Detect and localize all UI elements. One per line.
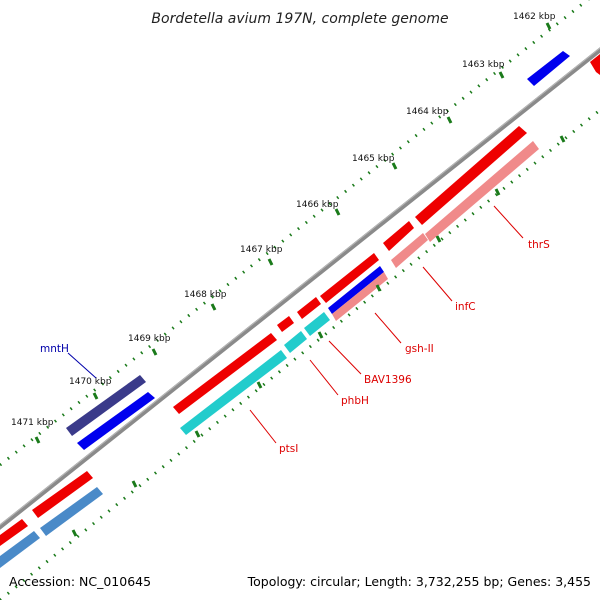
gene-lower-feature-2 bbox=[0, 531, 40, 568]
major-ticks-inner bbox=[71, 135, 566, 537]
gene-ptsI-feature bbox=[180, 350, 287, 435]
bav1396-connector bbox=[328, 340, 362, 375]
tick-ring-inner bbox=[0, 108, 600, 600]
gene-label-gsh-II: gsh-II bbox=[405, 343, 434, 355]
accession-text: Accession: NC_010645 bbox=[9, 574, 151, 589]
tick-label-1466: 1466 kbp bbox=[296, 200, 339, 210]
gene-infC-feature bbox=[391, 233, 428, 268]
gene-mntH-cds bbox=[77, 392, 155, 450]
ptsI-connector bbox=[249, 409, 277, 444]
tick-label-1469: 1469 kbp bbox=[128, 334, 171, 344]
major-ticks-outer bbox=[34, 22, 552, 444]
gene-lower-cds-1 bbox=[32, 471, 93, 518]
gene-label-phbH: phbH bbox=[341, 395, 369, 407]
tick-label-1467: 1467 kbp bbox=[240, 245, 283, 255]
gene-ptsI-cds bbox=[173, 333, 277, 414]
gene-gsh-feature bbox=[332, 272, 388, 321]
gene-label-ptsI: ptsI bbox=[279, 443, 298, 455]
gene-label-BAV1396: BAV1396 bbox=[364, 374, 412, 386]
gene-phbH-feature bbox=[284, 331, 307, 353]
tick-label-1463: 1463 kbp bbox=[462, 60, 505, 70]
tick-label-1465: 1465 kbp bbox=[352, 154, 395, 164]
infC-connector bbox=[422, 266, 453, 302]
gene-label-thrS: thrS bbox=[528, 239, 550, 251]
reverse-cds-row bbox=[0, 126, 527, 546]
gene-label-infC: infC bbox=[455, 301, 476, 313]
label-connectors bbox=[67, 205, 524, 444]
thrS-connector bbox=[493, 205, 524, 239]
gene-cds-top-right-edge bbox=[590, 54, 600, 75]
tick-label-1471: 1471 kbp bbox=[11, 418, 54, 428]
gene-gsh-feature-blue bbox=[328, 266, 384, 314]
forward-features bbox=[66, 51, 600, 450]
gene-lower-cds-2 bbox=[0, 519, 28, 546]
gene-cds-top-right bbox=[527, 51, 570, 86]
reverse-feature-row bbox=[0, 141, 539, 568]
gene-gsh-cds bbox=[320, 253, 379, 303]
genome-backbone-highlight bbox=[0, 47, 600, 526]
gene-lower-feature-1 bbox=[40, 487, 103, 536]
gene-bav1396-cds bbox=[297, 297, 321, 319]
phbH-connector bbox=[309, 359, 339, 396]
gene-infC-cds bbox=[383, 221, 414, 251]
gene-thrS-cds bbox=[415, 126, 527, 225]
gene-label-mntH: mntH bbox=[40, 343, 69, 355]
tick-label-1470: 1470 kbp bbox=[69, 377, 112, 387]
genome-summary-text: Topology: circular; Length: 3,732,255 bp… bbox=[247, 574, 591, 589]
map-title: Bordetella avium 197N, complete genome bbox=[151, 11, 448, 27]
gene-thrS-feature bbox=[425, 141, 539, 242]
gene-mntH-feature bbox=[66, 375, 146, 436]
genome-backbone bbox=[0, 47, 600, 530]
tick-label-1468: 1468 kbp bbox=[184, 290, 227, 300]
gsh-connector bbox=[374, 312, 402, 344]
tick-ring-outer bbox=[0, 0, 590, 467]
gene-small-cds bbox=[277, 316, 294, 332]
gene-bav1396-feature bbox=[304, 312, 330, 336]
tick-label-1464: 1464 kbp bbox=[406, 107, 449, 117]
mntH-connector bbox=[67, 352, 97, 379]
tick-label-1462: 1462 kbp bbox=[513, 12, 556, 22]
